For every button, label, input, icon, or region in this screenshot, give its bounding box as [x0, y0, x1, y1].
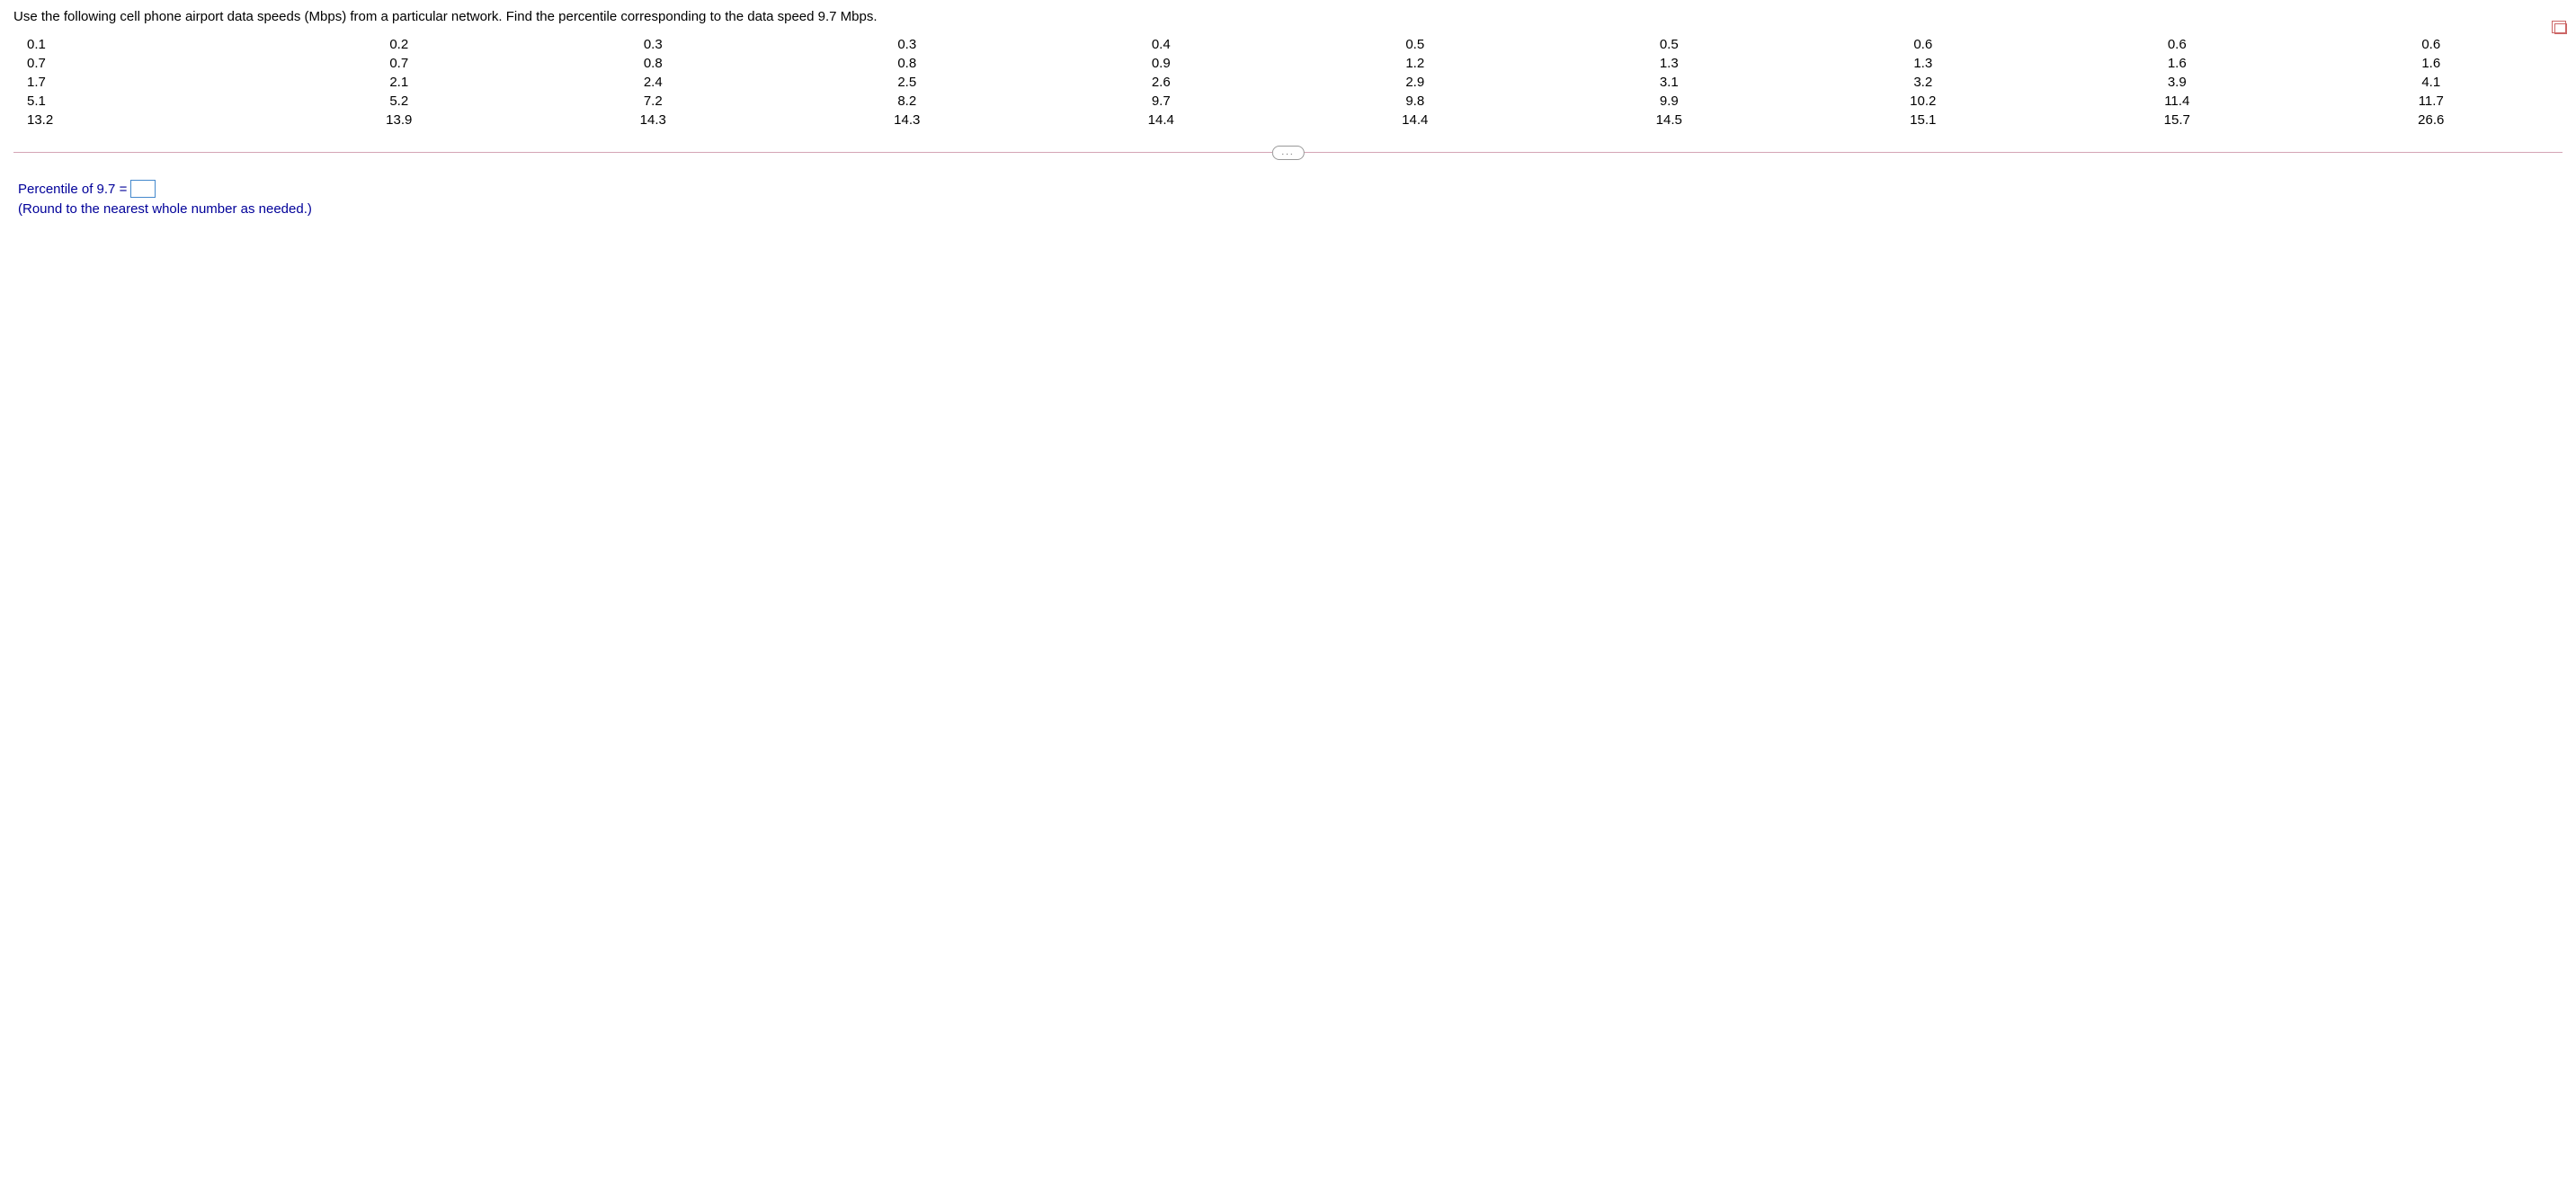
data-cell: 0.8 — [526, 54, 780, 73]
answer-line: Percentile of 9.7 = — [18, 180, 2563, 198]
data-cell: 9.7 — [1034, 92, 1288, 111]
data-grid: 0.10.20.30.30.40.50.50.60.60.60.70.70.80… — [13, 35, 2563, 129]
data-cell: 14.4 — [1034, 111, 1288, 129]
data-cell: 0.7 — [272, 54, 527, 73]
data-cell: 3.1 — [1542, 73, 1796, 92]
data-cell: 2.5 — [780, 73, 1035, 92]
data-cell: 7.2 — [526, 92, 780, 111]
separator: ... — [13, 152, 2563, 153]
data-cell: 0.3 — [526, 35, 780, 54]
data-cell: 3.9 — [2050, 73, 2304, 92]
data-cell: 0.7 — [18, 54, 272, 73]
answer-section: Percentile of 9.7 = (Round to the neares… — [13, 180, 2563, 217]
question-prompt: Use the following cell phone airport dat… — [13, 9, 2563, 24]
data-cell: 1.6 — [2050, 54, 2304, 73]
data-cell: 0.5 — [1288, 35, 1543, 54]
data-cell: 0.3 — [780, 35, 1035, 54]
data-cell: 4.1 — [2304, 73, 2559, 92]
data-cell: 11.7 — [2304, 92, 2559, 111]
data-cell: 14.4 — [1288, 111, 1543, 129]
data-cell: 1.6 — [2304, 54, 2559, 73]
data-cell: 2.6 — [1034, 73, 1288, 92]
answer-hint: (Round to the nearest whole number as ne… — [18, 201, 2563, 217]
data-cell: 0.9 — [1034, 54, 1288, 73]
data-cell: 2.4 — [526, 73, 780, 92]
data-cell: 5.1 — [18, 92, 272, 111]
data-cell: 14.3 — [780, 111, 1035, 129]
data-cell: 0.6 — [2304, 35, 2559, 54]
data-cell: 3.2 — [1796, 73, 2051, 92]
data-cell: 1.7 — [18, 73, 272, 92]
copy-icon[interactable] — [2554, 23, 2567, 34]
data-cell: 0.1 — [18, 35, 272, 54]
data-cell: 1.2 — [1288, 54, 1543, 73]
data-cell: 0.5 — [1542, 35, 1796, 54]
data-cell: 0.4 — [1034, 35, 1288, 54]
percentile-input[interactable] — [130, 180, 156, 198]
data-cell: 0.6 — [2050, 35, 2304, 54]
data-cell: 9.9 — [1542, 92, 1796, 111]
data-cell: 13.9 — [272, 111, 527, 129]
data-cell: 1.3 — [1542, 54, 1796, 73]
data-cell: 14.3 — [526, 111, 780, 129]
data-cell: 13.2 — [18, 111, 272, 129]
data-cell: 5.2 — [272, 92, 527, 111]
data-cell: 15.7 — [2050, 111, 2304, 129]
data-cell: 8.2 — [780, 92, 1035, 111]
expand-pill[interactable]: ... — [1271, 146, 1304, 160]
answer-label: Percentile of 9.7 = — [18, 182, 127, 197]
data-cell: 26.6 — [2304, 111, 2559, 129]
data-cell: 9.8 — [1288, 92, 1543, 111]
data-cell: 0.2 — [272, 35, 527, 54]
data-cell: 14.5 — [1542, 111, 1796, 129]
data-cell: 2.9 — [1288, 73, 1543, 92]
data-cell: 10.2 — [1796, 92, 2051, 111]
data-cell: 15.1 — [1796, 111, 2051, 129]
data-cell: 0.6 — [1796, 35, 2051, 54]
data-cell: 11.4 — [2050, 92, 2304, 111]
data-cell: 1.3 — [1796, 54, 2051, 73]
data-cell: 0.8 — [780, 54, 1035, 73]
data-cell: 2.1 — [272, 73, 527, 92]
